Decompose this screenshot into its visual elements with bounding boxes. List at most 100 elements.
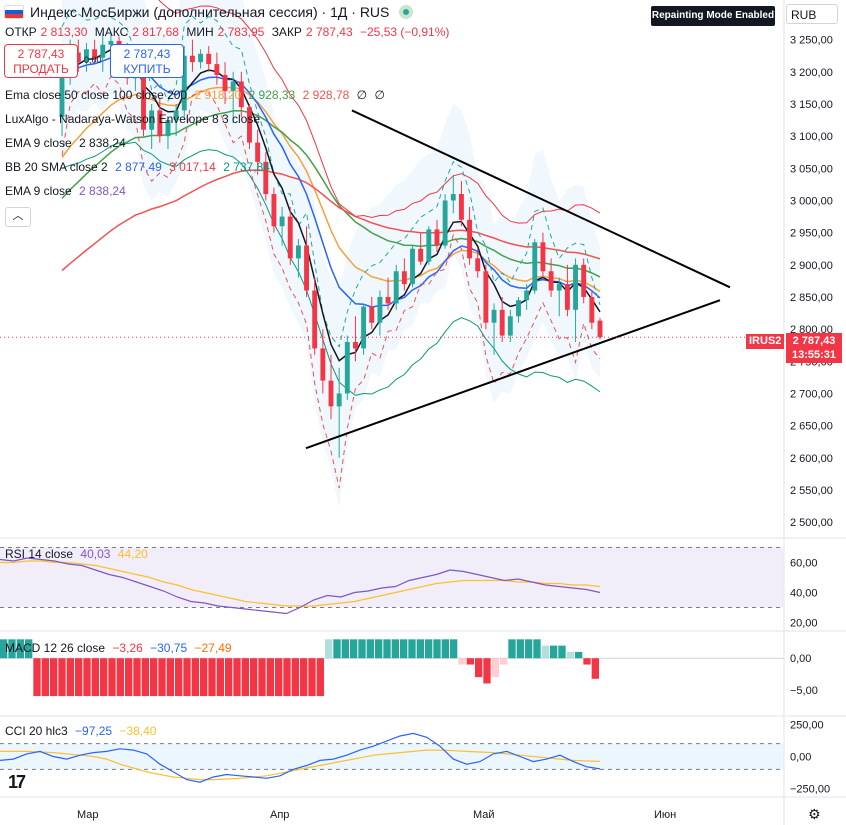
gear-icon[interactable]: ⚙ (808, 806, 821, 822)
rsi-value: 40,03 (80, 547, 111, 561)
macd-bar (308, 658, 316, 697)
ohlc-close-label: ЗАКР (271, 25, 302, 39)
candle-body (410, 248, 415, 285)
candle-body (100, 44, 106, 58)
tradingview-logo[interactable]: 17 (8, 772, 26, 792)
candle-body (597, 320, 603, 338)
ema200-line (61, 169, 601, 272)
macd-bar (391, 639, 399, 659)
rsi-legend[interactable]: RSI 14 close 40,03 44,20 (5, 546, 152, 562)
x-tick-label: Мар (77, 809, 99, 821)
candle-body (165, 120, 171, 137)
candle-body (418, 248, 424, 262)
candle-body (524, 290, 530, 301)
candle-body (540, 242, 546, 272)
bb-basis-value: 2 877,49 (115, 160, 162, 174)
ema9-line (61, 48, 601, 362)
cci-name: CCI 20 hlc3 (5, 724, 68, 738)
luxalgo-name: LuxAlgo - Nadaraya-Watson Envelope 8 3 c… (5, 112, 261, 126)
y-tick-label: 2 500,00 (790, 517, 833, 529)
candle-body (353, 342, 358, 349)
macd-bar (366, 639, 374, 659)
candle-body (475, 258, 481, 272)
macd-bar (8, 639, 16, 659)
macd-bar (358, 639, 366, 659)
ohlc-change: −25,53 (−0,91%) (360, 25, 450, 39)
candle-body (238, 81, 244, 108)
ema9-b-name: EMA 9 close (5, 184, 72, 198)
symbol-title-row[interactable]: Индекс МосБиржи (дополнительная сессия) … (4, 4, 414, 20)
candle-body (442, 200, 448, 246)
candle-body (499, 309, 505, 336)
macd-bar (183, 658, 191, 697)
trendline-lower (305, 299, 721, 450)
macd-legend[interactable]: MACD 12 26 close −3,26 −30,75 −27,49 (5, 640, 236, 656)
macd-bar (91, 658, 99, 697)
candle-body (564, 284, 570, 310)
y-tick-label: 3 000,00 (790, 195, 833, 207)
macd-bar (216, 658, 224, 697)
macd-bar (475, 658, 483, 678)
candle-body (206, 53, 212, 65)
repaint-badge: Repainting Mode Enabled (651, 6, 775, 26)
cci-line (0, 732, 601, 783)
candle-body (181, 55, 187, 111)
candle-body (467, 219, 473, 259)
ema9-legend-a[interactable]: EMA 9 close 2 838,24 (5, 135, 130, 151)
candle-body (279, 216, 285, 227)
macd-bar (325, 639, 333, 659)
luxalgo-legend[interactable]: LuxAlgo - Nadaraya-Watson Envelope 8 3 c… (5, 111, 264, 127)
y-tick-label: 2 650,00 (790, 421, 833, 433)
y-tick-label: 3 050,00 (790, 163, 833, 175)
macd-hist-value: −3,26 (112, 641, 143, 655)
macd-bar (133, 658, 141, 697)
ema9-a-name: EMA 9 close (5, 136, 72, 150)
rsi-ma-line (0, 560, 601, 607)
candle-body (401, 271, 407, 285)
macd-line-value: −30,75 (150, 641, 188, 655)
y-tick-label: 3 200,00 (790, 67, 833, 79)
macd-bar (0, 639, 8, 659)
macd-bar (258, 658, 266, 697)
cci-legend[interactable]: CCI 20 hlc3 −97,25 −38,40 (5, 723, 160, 739)
ema-multi-name: Ema close 50 close 100 close 200 (5, 88, 188, 102)
macd-bar (175, 658, 183, 697)
chevron-up-icon[interactable]: ︿ (5, 207, 31, 227)
macd-bar (441, 639, 449, 659)
candle-body (198, 53, 204, 63)
candle-body (173, 110, 179, 121)
countdown: 13:55:31 (791, 349, 837, 361)
candle-body (328, 380, 334, 407)
candle-body (450, 194, 456, 201)
candle-body (304, 245, 309, 291)
ohlc-high-label: МАКС (94, 25, 129, 39)
y-tick-label: 2 850,00 (790, 292, 833, 304)
bb-legend[interactable]: BB 20 SMA close 2 2 877,49 3 017,14 2 73… (5, 159, 274, 175)
macd-bar (16, 639, 24, 659)
macd-bar (558, 645, 566, 659)
buy-button[interactable]: 2 787,43 КУПИТЬ (110, 44, 184, 78)
candle-body (361, 306, 367, 349)
macd-bar (275, 658, 283, 697)
currency-selector[interactable]: RUB (786, 4, 838, 24)
candle-body (426, 229, 432, 262)
candle-body (589, 296, 595, 323)
symbol-title[interactable]: Индекс МосБиржи (дополнительная сессия) … (30, 4, 390, 20)
macd-bar (108, 658, 116, 697)
macd-bar (50, 658, 58, 697)
candle-body (393, 271, 399, 304)
macd-bar (525, 639, 533, 659)
candle-body (344, 342, 350, 394)
candle-body (548, 271, 554, 291)
candle-body (312, 290, 318, 349)
ema9-legend-b[interactable]: EMA 9 close 2 838,24 (5, 183, 130, 199)
macd-bar (233, 658, 241, 697)
macd-bar (66, 658, 74, 697)
ema-multi-legend[interactable]: Ema close 50 close 100 close 200 2 918,2… (5, 87, 389, 103)
macd-bar (100, 658, 108, 697)
candle-body (157, 110, 163, 137)
candle-body (230, 81, 236, 92)
sell-button[interactable]: 2 787,43 ПРОДАТЬ (4, 44, 78, 78)
